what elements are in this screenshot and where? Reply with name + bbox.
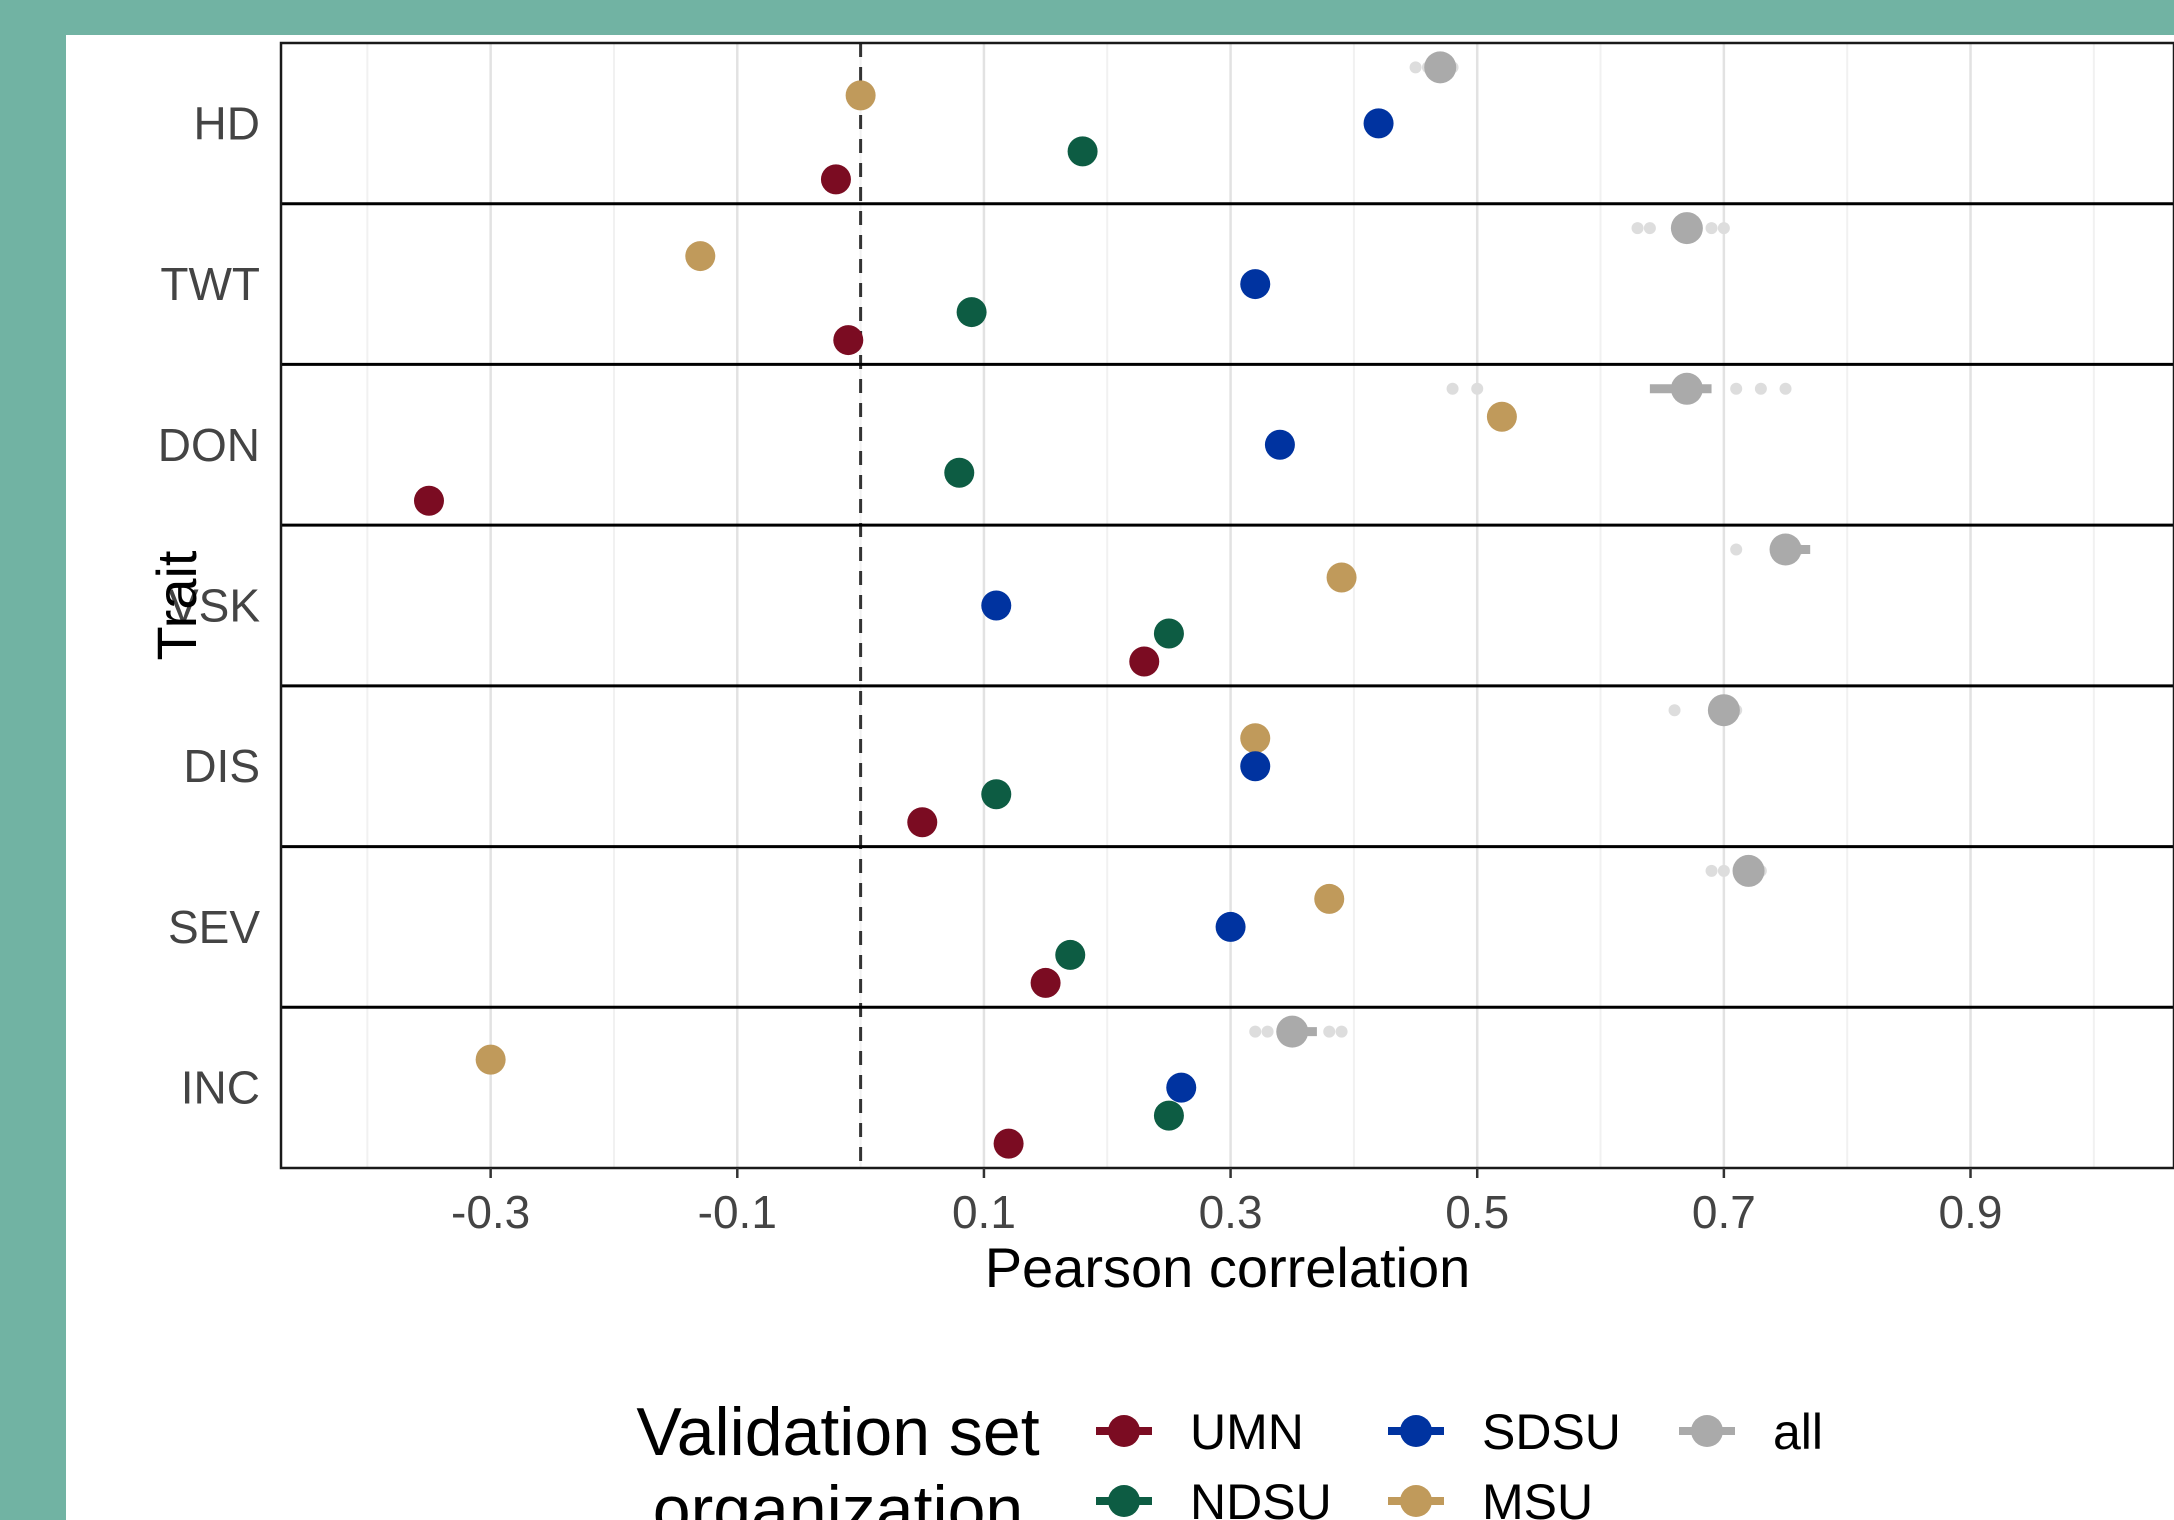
trait-label-inc: INC (181, 1062, 260, 1114)
replicate-point-all (1717, 222, 1730, 235)
legend-key-point-all (1691, 1415, 1723, 1447)
point-all-twt (1670, 212, 1703, 245)
legend-label-umn: UMN (1190, 1404, 1304, 1460)
point-msu-hd (845, 80, 876, 111)
point-msu-inc (475, 1044, 506, 1075)
x-tick-label: 0.1 (952, 1186, 1016, 1238)
plot-panel (281, 43, 2174, 1168)
point-msu-vsk (1326, 562, 1357, 593)
replicate-point-all (1730, 543, 1743, 556)
legend-key-point-sdsu (1400, 1415, 1432, 1447)
replicate-point-all (1779, 382, 1792, 395)
replicate-point-all (1409, 61, 1422, 74)
point-all-inc (1276, 1015, 1309, 1048)
point-msu-dis (1240, 723, 1271, 754)
x-tick-label: -0.1 (698, 1186, 777, 1238)
x-tick-label: 0.5 (1445, 1186, 1509, 1238)
point-ndsu-twt (956, 297, 987, 328)
replicate-point-all (1730, 382, 1743, 395)
point-msu-sev (1314, 883, 1345, 914)
replicate-point-all (1471, 382, 1484, 395)
legend-title-line-2: organization (653, 1472, 1023, 1520)
point-ndsu-vsk (1153, 618, 1184, 649)
point-all-vsk (1769, 533, 1802, 566)
point-umn-hd (820, 164, 851, 195)
point-ndsu-don (944, 457, 975, 488)
point-sdsu-don (1264, 429, 1295, 460)
replicate-point-all (1323, 1025, 1336, 1038)
x-tick-label: 0.9 (1939, 1186, 2003, 1238)
plot-panel-border (279, 41, 2174, 1170)
replicate-point-all (1446, 382, 1459, 395)
point-umn-dis (907, 807, 938, 838)
trait-label-vsk: VSK (168, 580, 260, 632)
replicate-point-all (1705, 222, 1718, 235)
replicate-point-all (1261, 1025, 1274, 1038)
legend-label-msu: MSU (1482, 1474, 1593, 1520)
trait-label-sev: SEV (168, 901, 260, 953)
point-umn-don (413, 485, 444, 516)
point-umn-sev (1030, 967, 1061, 998)
legend-title-line-1: Validation set (636, 1394, 1039, 1470)
replicate-point-all (1631, 222, 1644, 235)
legend-label-all: all (1773, 1404, 1823, 1460)
legend-key-point-umn (1108, 1415, 1140, 1447)
x-axis-title: Pearson correlation (985, 1236, 1471, 1299)
point-sdsu-sev (1215, 911, 1246, 942)
point-ndsu-dis (981, 779, 1012, 810)
x-tick-label: 0.7 (1692, 1186, 1756, 1238)
point-sdsu-twt (1240, 269, 1271, 300)
point-sdsu-dis (1240, 751, 1271, 782)
replicate-point-all (1754, 382, 1767, 395)
point-umn-twt (833, 325, 864, 356)
trait-label-hd: HD (194, 97, 260, 149)
trait-label-dis: DIS (183, 740, 260, 792)
legend-key-point-ndsu (1108, 1485, 1140, 1517)
replicate-point-all (1643, 222, 1656, 235)
replicate-point-all (1705, 864, 1718, 877)
point-all-sev (1732, 854, 1765, 887)
x-tick-label: -0.3 (451, 1186, 530, 1238)
replicate-point-all (1249, 1025, 1262, 1038)
point-umn-vsk (1129, 646, 1160, 677)
point-msu-twt (685, 241, 716, 272)
point-sdsu-inc (1166, 1072, 1197, 1103)
point-all-hd (1424, 51, 1457, 84)
replicate-point-all (1668, 704, 1681, 717)
point-all-dis (1707, 694, 1740, 727)
point-sdsu-vsk (981, 590, 1012, 621)
y-axis-title: Trait (145, 550, 208, 660)
legend-label-ndsu: NDSU (1190, 1474, 1332, 1520)
point-msu-don (1486, 401, 1517, 432)
point-ndsu-inc (1153, 1100, 1184, 1131)
trait-label-don: DON (158, 419, 260, 471)
point-umn-inc (993, 1128, 1024, 1159)
point-ndsu-hd (1067, 136, 1098, 167)
point-sdsu-hd (1363, 108, 1394, 139)
pearson-correlation-chart: HD TWT DON VSK DIS SEV INC -0.3 -0.1 0.1 0.3 0.5 0.7… (145, 41, 2174, 1520)
replicate-point-all (1717, 864, 1730, 877)
x-tick-label: 0.3 (1199, 1186, 1263, 1238)
trait-label-twt: TWT (160, 258, 260, 310)
legend-label-sdsu: SDSU (1482, 1404, 1621, 1460)
point-ndsu-sev (1055, 939, 1086, 970)
point-all-don (1670, 372, 1703, 405)
chart-canvas: HD TWT DON VSK DIS SEV INC -0.3 -0.1 0.1 0.3 0.5 0.7… (66, 35, 2174, 1520)
replicate-point-all (1335, 1025, 1348, 1038)
legend-key-point-msu (1400, 1485, 1432, 1517)
